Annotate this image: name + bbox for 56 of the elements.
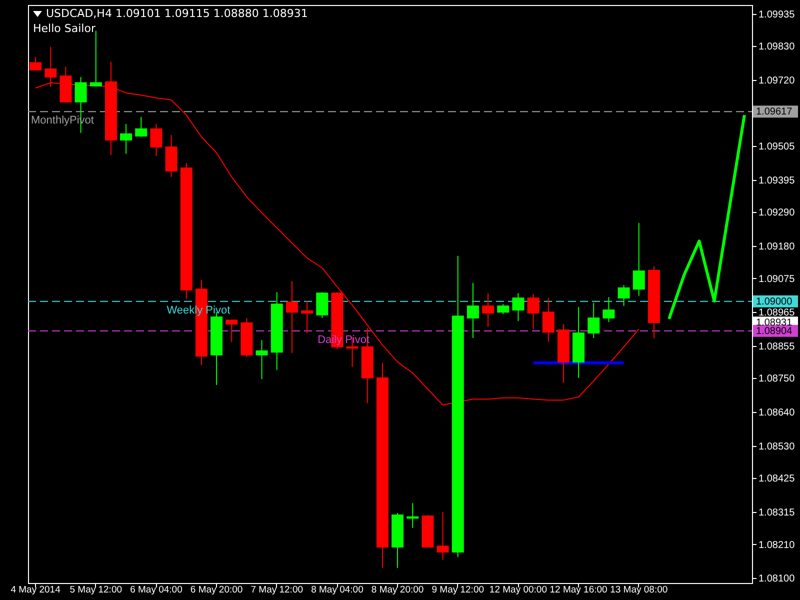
y-tick-label: 1.09290 [758, 208, 796, 219]
text: Hello Sailor [33, 21, 96, 36]
y-tick-label: 1.08100 [758, 574, 796, 585]
candlestick [256, 340, 268, 380]
candlestick [316, 292, 328, 318]
y-tick-label: 1.08750 [758, 374, 796, 385]
y-tick-label: 1.08210 [758, 540, 796, 551]
candlestick [286, 280, 298, 354]
y-tick-label: 1.09075 [758, 274, 796, 285]
candlestick [135, 116, 148, 138]
candlestick [588, 302, 600, 338]
candlestick [30, 56, 42, 70]
candlestick [527, 294, 540, 330]
line-series [668, 114, 746, 320]
candlestick [512, 292, 524, 322]
candlestick [602, 296, 615, 322]
candlestick [226, 320, 238, 342]
candlestick [482, 292, 494, 328]
y-tick-label: 1.08855 [758, 341, 796, 352]
candlestick [632, 222, 645, 296]
candlestick [436, 511, 449, 560]
x-tick-label: 13 May 08:00 [610, 584, 668, 596]
y-tick-label: 1.09720 [758, 76, 796, 87]
candlestick [406, 502, 419, 528]
x-tick-label: 4 May 2014 [10, 584, 60, 596]
y-tick-label: 1.08640 [758, 408, 796, 419]
candlestick [165, 134, 178, 178]
y-tick-label: 1.09505 [758, 142, 796, 153]
candlestick [542, 297, 554, 342]
y-tick-label: 1.09395 [758, 175, 796, 186]
y-tick-label: 1.09830 [758, 42, 796, 53]
x-tick-label: 6 May 20:00 [190, 584, 243, 596]
candlestick [301, 300, 314, 334]
text: 1.09000 [756, 296, 793, 308]
x-tick-label: 12 May 00:00 [489, 584, 547, 596]
y-tick-label: 1.09935 [758, 9, 796, 20]
chart-title: USDCAD,H4 1.09101 1.09115 1.08880 1.08931 [46, 7, 308, 20]
x-tick-label: 6 May 04:00 [130, 584, 182, 596]
candlestick [497, 304, 510, 314]
y-tick-label: 1.08965 [758, 308, 796, 319]
text: 1.09617 [756, 106, 793, 118]
text: 1.08904 [756, 326, 793, 337]
x-tick-label: 12 May 16:00 [550, 584, 608, 596]
candlestick [618, 284, 630, 306]
x-tick-label: 5 May 12:00 [70, 584, 122, 596]
y-tick-label: 1.08530 [758, 441, 796, 452]
candlestick [150, 123, 162, 156]
x-tick-label: 8 May 20:00 [371, 584, 424, 596]
y-tick-label: 1.09180 [758, 242, 796, 253]
y-tick-label: 1.08315 [758, 507, 796, 518]
candlestick [466, 282, 479, 338]
candlestick [120, 123, 132, 154]
x-tick-label: 9 May 12:00 [432, 584, 484, 596]
y-tick-label: 1.08425 [758, 474, 796, 485]
x-tick-label: 7 May 12:00 [250, 584, 304, 596]
x-tick-label: 8 May 04:00 [311, 584, 364, 596]
